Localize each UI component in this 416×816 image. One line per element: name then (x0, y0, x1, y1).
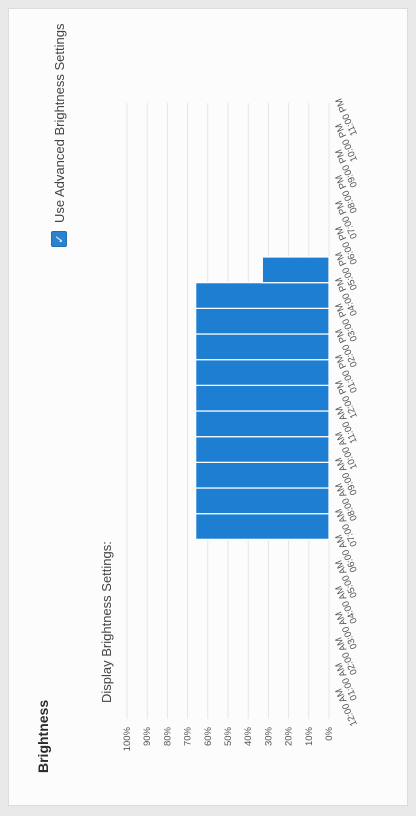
y-tick-label: 30% (263, 726, 274, 746)
y-tick-label: 0% (324, 726, 335, 740)
bar[interactable] (195, 282, 330, 309)
bar[interactable] (195, 487, 330, 515)
y-tick-label: 20% (284, 726, 295, 746)
y-tick-label: 90% (142, 726, 153, 746)
bar[interactable] (195, 384, 330, 412)
y-tick-label: 100% (122, 726, 133, 751)
brightness-panel: Brightness ✓ Use Advanced Brightness Set… (8, 8, 408, 806)
y-tick-label: 10% (304, 726, 315, 746)
bar[interactable] (195, 461, 330, 489)
brightness-bar-chart: 0%10%20%30%40%50%60%70%80%90%100%12:00 A… (122, 96, 360, 751)
bar[interactable] (195, 333, 330, 361)
bar[interactable] (195, 359, 330, 386)
bar[interactable] (195, 410, 330, 438)
y-tick-label: 50% (223, 726, 234, 746)
y-tick-label: 70% (183, 726, 194, 746)
bar[interactable] (195, 307, 330, 335)
bar[interactable] (195, 436, 330, 463)
bar[interactable] (261, 256, 330, 284)
rotated-content: Brightness ✓ Use Advanced Brightness Set… (9, 9, 407, 805)
bar[interactable] (195, 513, 330, 540)
y-tick-label: 80% (162, 726, 173, 746)
y-tick-label: 40% (243, 726, 254, 746)
y-tick-label: 60% (203, 726, 214, 746)
